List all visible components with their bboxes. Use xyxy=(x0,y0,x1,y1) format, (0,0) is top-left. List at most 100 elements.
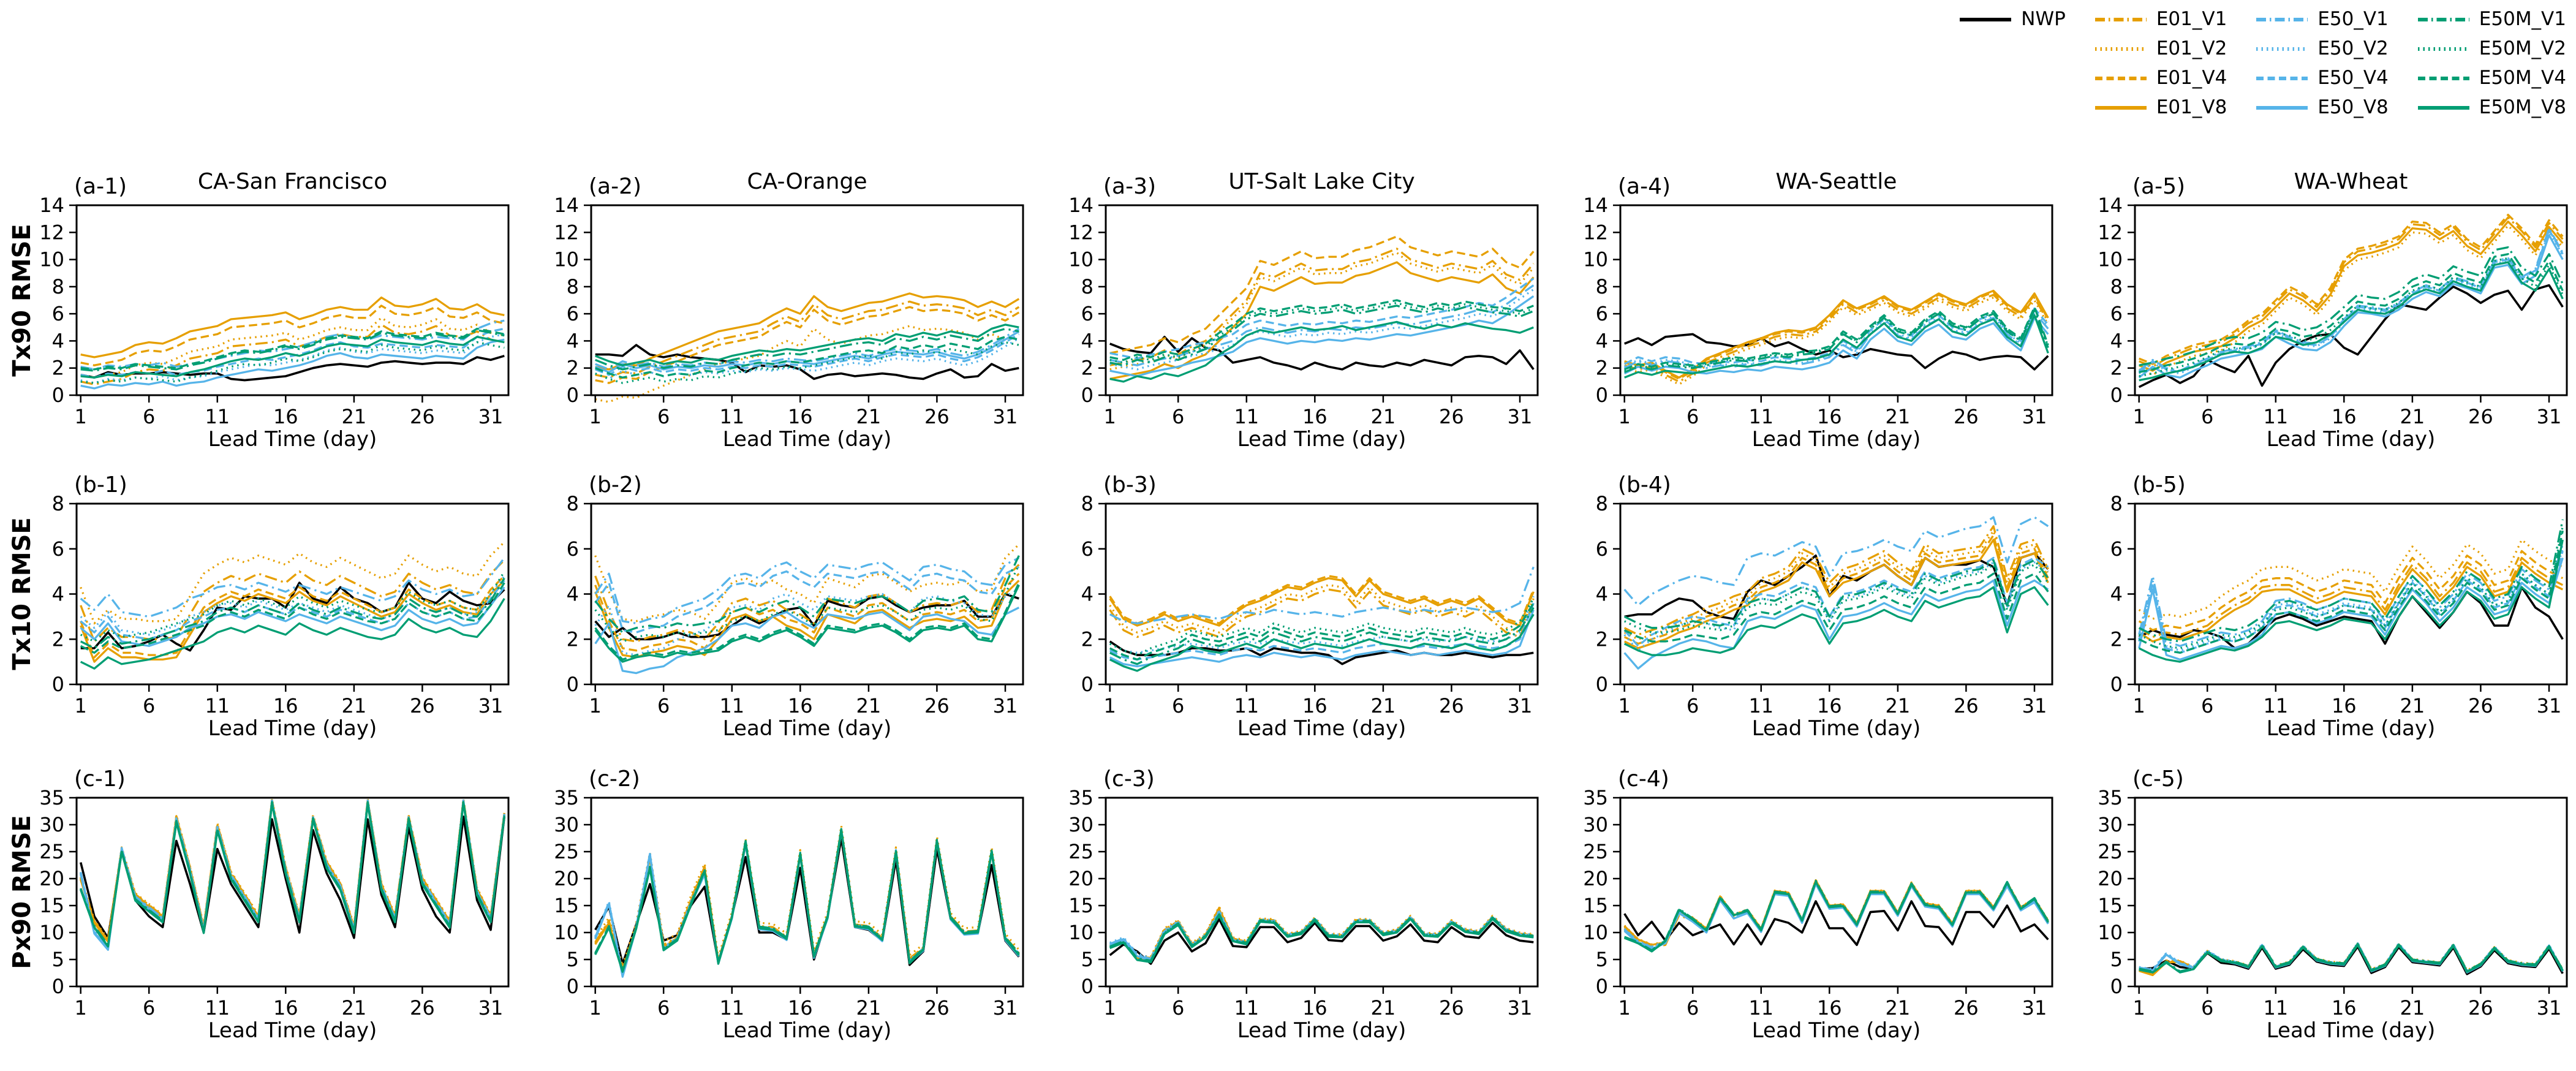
svg-text:26: 26 xyxy=(1439,694,1464,717)
svg-text:16: 16 xyxy=(788,996,813,1020)
x-axis-label: Lead Time (day) xyxy=(722,716,892,741)
svg-text:25: 25 xyxy=(554,840,579,863)
panel-label: (b-5) xyxy=(2132,472,2186,498)
svg-text:0: 0 xyxy=(2110,384,2123,407)
svg-text:31: 31 xyxy=(993,694,1018,717)
svg-text:30: 30 xyxy=(554,813,579,836)
line-sample-icon xyxy=(2256,47,2308,51)
subplot-c2: (c-2) 1 6 11 16 21 26 31 0 5 10 15 20 25 30 35 Lead Ti… xyxy=(554,768,1024,1041)
svg-text:20: 20 xyxy=(1583,867,1608,890)
legend-column-e50: E50_V1 E50_V2 E50_V4 E50_V8 xyxy=(2255,8,2389,118)
legend-entry-e50-v1: E50_V1 xyxy=(2255,8,2389,30)
legend-label: E01_V8 xyxy=(2156,96,2227,118)
panel-label: (b-4) xyxy=(1618,472,1671,498)
svg-text:14: 14 xyxy=(554,194,579,217)
svg-text:15: 15 xyxy=(1583,894,1608,917)
legend-entry-e50m-v1: E50M_V1 xyxy=(2417,9,2566,30)
x-axis-label: Lead Time (day) xyxy=(1751,1018,1921,1043)
line-sample-icon xyxy=(2094,76,2147,80)
svg-text:8: 8 xyxy=(52,492,64,515)
svg-text:6: 6 xyxy=(1596,302,1608,325)
panel-label: (c-1) xyxy=(74,766,126,792)
svg-text:6: 6 xyxy=(1081,537,1093,561)
svg-text:16: 16 xyxy=(273,996,298,1020)
legend-label: E50M_V4 xyxy=(2479,67,2566,89)
svg-text:26: 26 xyxy=(2468,405,2493,428)
svg-text:4: 4 xyxy=(1081,583,1093,606)
svg-text:30: 30 xyxy=(39,813,64,836)
x-axis-label: Lead Time (day) xyxy=(2266,427,2436,452)
legend-label: E50M_V1 xyxy=(2479,8,2566,30)
svg-text:30: 30 xyxy=(1583,813,1608,836)
svg-text:26: 26 xyxy=(2468,694,2493,717)
svg-text:21: 21 xyxy=(342,405,367,428)
svg-text:26: 26 xyxy=(2468,996,2493,1020)
svg-text:31: 31 xyxy=(1508,694,1533,717)
svg-text:10: 10 xyxy=(1583,248,1608,271)
svg-text:5: 5 xyxy=(1596,948,1608,971)
line-sample-icon xyxy=(2417,17,2469,21)
panel-label: (b-1) xyxy=(74,472,127,498)
svg-text:6: 6 xyxy=(1172,694,1184,717)
legend-entry-e50-v2: E50_V2 xyxy=(2255,38,2389,59)
svg-text:1: 1 xyxy=(2133,405,2145,428)
svg-text:25: 25 xyxy=(39,840,64,863)
svg-text:8: 8 xyxy=(1596,492,1608,515)
svg-text:0: 0 xyxy=(52,384,64,407)
panel-label: (a-5) xyxy=(2132,174,2186,199)
svg-text:31: 31 xyxy=(2022,405,2047,428)
legend-entry-e50-v8: E50_V8 xyxy=(2255,97,2389,118)
svg-text:21: 21 xyxy=(1371,996,1396,1020)
svg-text:21: 21 xyxy=(856,405,882,428)
svg-text:11: 11 xyxy=(2263,694,2288,717)
subplot-b2: (b-2) 1 6 11 16 21 26 31 0 2 4 6 8 Lead Time (day) xyxy=(567,474,1024,739)
svg-text:26: 26 xyxy=(924,694,950,717)
svg-text:8: 8 xyxy=(1081,275,1093,298)
svg-text:1: 1 xyxy=(1618,405,1631,428)
svg-text:4: 4 xyxy=(52,583,64,606)
svg-text:2: 2 xyxy=(52,627,64,651)
svg-text:11: 11 xyxy=(205,996,230,1020)
svg-text:1: 1 xyxy=(1104,694,1116,717)
svg-text:6: 6 xyxy=(1596,537,1608,561)
svg-text:15: 15 xyxy=(1068,894,1093,917)
legend-label: E50_V4 xyxy=(2317,67,2389,89)
svg-text:4: 4 xyxy=(1081,329,1093,352)
x-axis-label: Lead Time (day) xyxy=(1237,427,1407,452)
svg-text:10: 10 xyxy=(39,248,64,271)
svg-text:6: 6 xyxy=(657,405,670,428)
svg-text:21: 21 xyxy=(2400,694,2425,717)
legend-label: E01_V2 xyxy=(2156,37,2227,59)
svg-text:12: 12 xyxy=(1068,221,1093,244)
svg-text:20: 20 xyxy=(39,867,64,890)
svg-text:35: 35 xyxy=(39,786,64,809)
svg-text:16: 16 xyxy=(1302,405,1328,428)
svg-text:4: 4 xyxy=(2110,329,2123,352)
svg-text:26: 26 xyxy=(924,405,950,428)
svg-text:0: 0 xyxy=(52,673,64,696)
svg-text:5: 5 xyxy=(2110,948,2123,971)
legend-label: E50_V1 xyxy=(2317,8,2389,30)
svg-text:20: 20 xyxy=(1068,867,1093,890)
svg-text:35: 35 xyxy=(2098,786,2123,809)
legend-entry-e50m-v8: E50M_V8 xyxy=(2417,97,2566,118)
svg-text:10: 10 xyxy=(39,921,64,944)
svg-text:31: 31 xyxy=(2022,694,2047,717)
x-axis-label: Lead Time (day) xyxy=(722,427,892,452)
panel-label: (a-2) xyxy=(589,174,642,199)
panel-label: (c-4) xyxy=(1618,766,1669,792)
svg-text:16: 16 xyxy=(1302,996,1328,1020)
svg-text:11: 11 xyxy=(1234,694,1259,717)
svg-text:6: 6 xyxy=(2201,694,2213,717)
line-sample-icon xyxy=(2094,47,2147,51)
svg-text:31: 31 xyxy=(1508,996,1533,1020)
svg-text:20: 20 xyxy=(2098,867,2123,890)
svg-text:4: 4 xyxy=(2110,583,2123,606)
panel-label: (b-2) xyxy=(589,472,642,498)
svg-text:31: 31 xyxy=(2537,694,2562,717)
svg-text:16: 16 xyxy=(788,694,813,717)
svg-text:26: 26 xyxy=(1954,694,1979,717)
